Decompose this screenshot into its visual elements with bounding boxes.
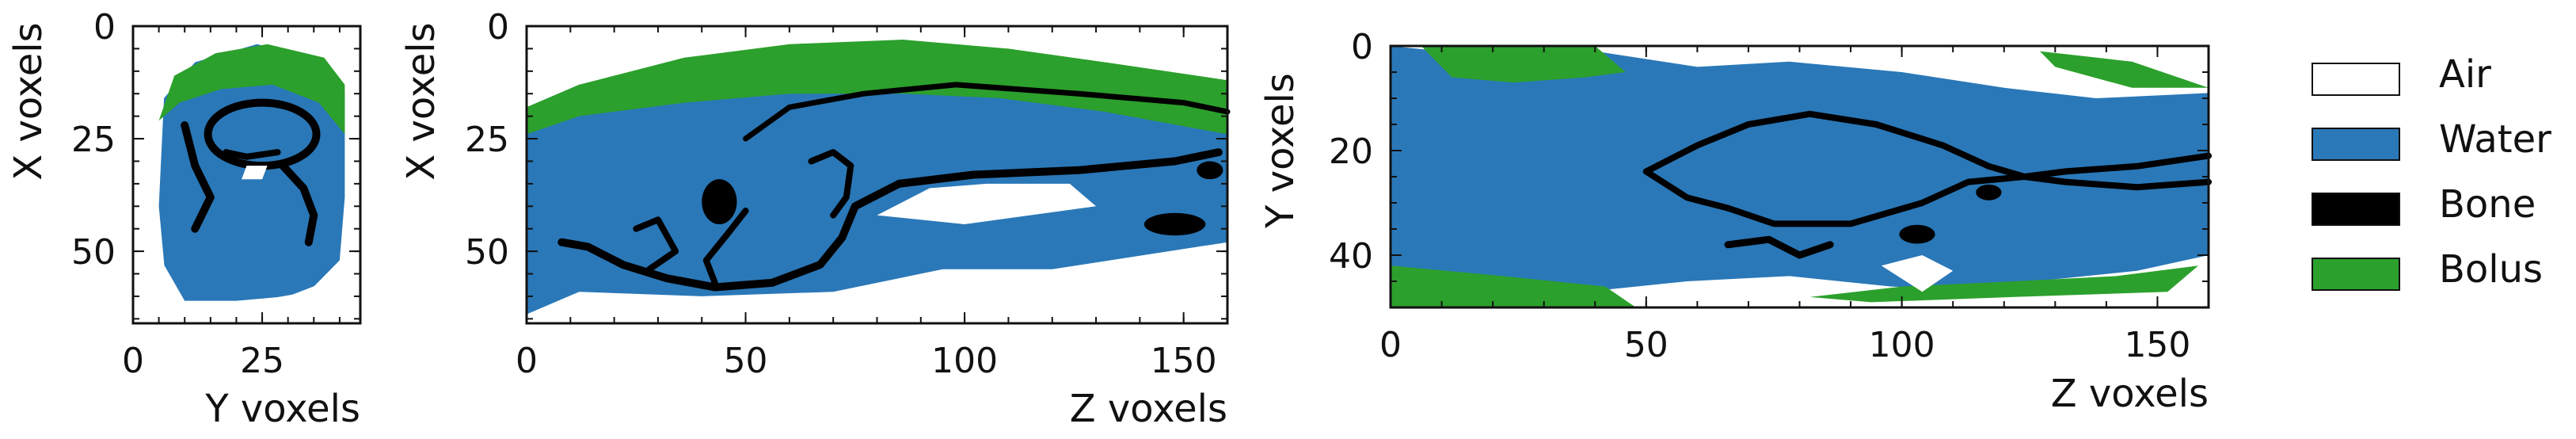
y-tick-label: 50 [465, 232, 509, 273]
region-water [527, 44, 1227, 315]
bone-lower [1642, 168, 2212, 227]
y-tick-label: 0 [487, 7, 509, 48]
y-tick-label: 25 [71, 120, 116, 160]
region-bolus-bottom-right [1809, 265, 2199, 303]
bone-loop [808, 149, 854, 219]
x-axis-label: Z voxels [1070, 387, 1227, 431]
x-tick-label: 50 [1624, 325, 1669, 365]
bone-center [223, 149, 281, 160]
x-tick-label: 0 [122, 341, 144, 381]
bone-blob-2 [1143, 212, 1206, 236]
region-bolus [158, 44, 345, 135]
legend-swatch-bone [2312, 193, 2400, 226]
bone-blob-3 [1197, 161, 1223, 180]
legend-swatch-water [2312, 128, 2400, 161]
x-tick-label: 0 [516, 341, 538, 381]
air-pocket [242, 166, 268, 180]
bone-upper [1642, 110, 2212, 180]
plot-frame [131, 25, 362, 325]
x-tick-label: 100 [931, 341, 998, 381]
legend: Air Water Bone Bolus [2312, 52, 2551, 292]
bone-blob-1 [702, 179, 737, 224]
bone-contour [557, 148, 1223, 292]
y-axis-label: X voxels [399, 22, 443, 180]
region-bolus-bottom-left [1391, 265, 1636, 307]
region-air-bottom [527, 242, 1227, 323]
y-axis-label: X voxels [6, 22, 51, 180]
panel-1: 0 25 0 25 50 Y voxels X voxels [6, 7, 362, 431]
legend-label-water: Water [2439, 117, 2551, 162]
region-bolus [527, 40, 1227, 135]
x-tick-label: 100 [1869, 325, 1935, 365]
legend-label-bolus: Bolus [2439, 247, 2543, 292]
region-bolus-top-left [1421, 46, 1626, 83]
bone-right [279, 162, 318, 246]
y-tick-label: 25 [465, 120, 509, 160]
y-tick-label: 40 [1329, 236, 1373, 277]
bone-bottom [1724, 235, 1834, 259]
air-gap [877, 183, 1097, 224]
x-tick-label: 50 [724, 341, 768, 381]
x-tick-label: 150 [2124, 325, 2190, 365]
region-bolus-top-right [2039, 51, 2209, 88]
panel-2: 0 50 100 150 0 25 50 Z voxels X voxels [399, 7, 1231, 431]
region-water [1391, 46, 2209, 292]
y-tick-label: 50 [71, 232, 116, 273]
x-axis-label: Z voxels [2051, 372, 2209, 416]
x-tick-label: 150 [1151, 341, 1217, 381]
legend-swatch-air [2312, 63, 2400, 96]
air-hole [1881, 255, 1954, 292]
x-axis-label: Y voxels [204, 387, 360, 431]
legend-label-bone: Bone [2439, 182, 2536, 227]
x-tick-label: 0 [1379, 325, 1402, 365]
legend-swatch-bolus [2312, 258, 2400, 291]
x-tick-label: 25 [240, 341, 284, 381]
y-tick-label: 20 [1329, 132, 1373, 172]
bone-front [633, 216, 679, 273]
panel-3: 0 50 100 150 0 20 40 Z voxels Y voxels [1258, 27, 2212, 416]
region-air-bottom [154, 265, 360, 323]
bone-inner [702, 208, 749, 286]
legend-label-air: Air [2439, 52, 2491, 97]
bone-left [181, 121, 215, 233]
bone-top [743, 82, 1231, 142]
bone-blob-right [1976, 184, 2002, 200]
y-tick-label: 0 [93, 7, 116, 48]
y-tick-label: 0 [1351, 27, 1373, 67]
bone-blob-left [1899, 224, 1935, 244]
y-axis-label: Y voxels [1258, 73, 1303, 229]
